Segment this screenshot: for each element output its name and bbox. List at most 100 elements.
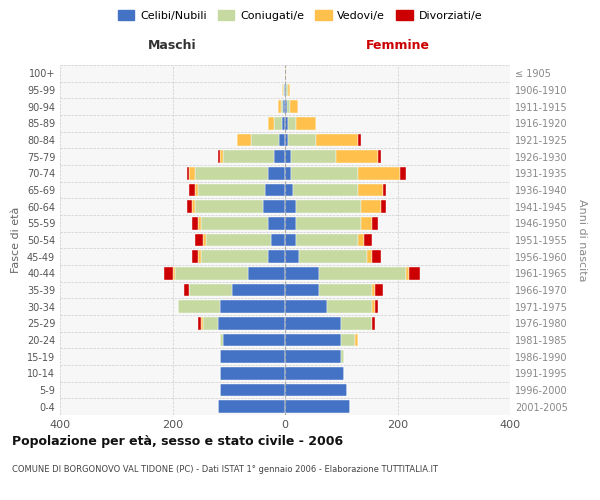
Bar xyxy=(378,150,380,163)
Bar xyxy=(195,200,263,213)
Bar xyxy=(203,234,206,246)
Bar xyxy=(285,284,319,296)
Bar xyxy=(406,267,409,280)
Bar xyxy=(198,250,200,263)
Bar xyxy=(293,184,358,196)
Bar xyxy=(285,184,293,196)
Bar xyxy=(173,267,175,280)
Bar xyxy=(375,284,383,296)
Bar xyxy=(364,234,372,246)
Bar xyxy=(268,167,285,179)
Bar xyxy=(316,134,358,146)
Bar xyxy=(285,384,347,396)
Bar xyxy=(281,84,283,96)
Bar xyxy=(237,134,251,146)
Y-axis label: Fasce di età: Fasce di età xyxy=(11,207,21,273)
Bar xyxy=(361,200,380,213)
Bar xyxy=(296,117,316,130)
Bar xyxy=(192,200,195,213)
Text: Femmine: Femmine xyxy=(365,38,430,52)
Bar xyxy=(282,117,285,130)
Bar xyxy=(220,384,285,396)
Bar xyxy=(220,367,285,380)
Bar xyxy=(263,200,285,213)
Bar xyxy=(200,217,268,230)
Bar xyxy=(409,267,420,280)
Bar xyxy=(290,167,358,179)
Bar xyxy=(280,134,285,146)
Bar xyxy=(164,267,173,280)
Bar xyxy=(355,334,358,346)
Bar xyxy=(372,317,375,330)
Bar xyxy=(296,234,358,246)
Bar xyxy=(372,217,378,230)
Bar xyxy=(184,284,190,296)
Bar xyxy=(248,267,285,280)
Bar xyxy=(285,100,287,113)
Bar xyxy=(383,184,386,196)
Bar xyxy=(195,234,203,246)
Bar xyxy=(285,350,341,363)
Bar xyxy=(190,184,195,196)
Bar xyxy=(218,317,285,330)
Bar xyxy=(274,117,282,130)
Bar xyxy=(274,150,285,163)
Bar xyxy=(400,167,406,179)
Bar xyxy=(380,200,386,213)
Bar xyxy=(285,200,296,213)
Bar xyxy=(285,167,290,179)
Bar xyxy=(341,350,344,363)
Bar xyxy=(287,100,290,113)
Bar xyxy=(218,400,285,413)
Y-axis label: Anni di nascita: Anni di nascita xyxy=(577,198,587,281)
Bar xyxy=(190,284,232,296)
Bar xyxy=(296,200,361,213)
Bar xyxy=(285,150,290,163)
Bar xyxy=(200,250,268,263)
Bar xyxy=(375,300,378,313)
Bar xyxy=(372,250,380,263)
Bar xyxy=(175,267,248,280)
Bar xyxy=(285,84,286,96)
Bar xyxy=(220,300,285,313)
Bar xyxy=(220,334,223,346)
Bar xyxy=(220,150,223,163)
Bar xyxy=(335,150,378,163)
Bar xyxy=(232,284,285,296)
Bar xyxy=(281,100,283,113)
Bar xyxy=(283,84,284,96)
Bar xyxy=(341,334,355,346)
Bar xyxy=(290,150,335,163)
Bar xyxy=(283,100,285,113)
Bar xyxy=(285,367,344,380)
Bar xyxy=(358,134,361,146)
Text: Maschi: Maschi xyxy=(148,38,197,52)
Bar xyxy=(198,217,200,230)
Bar xyxy=(192,217,198,230)
Bar xyxy=(195,167,268,179)
Bar xyxy=(187,167,190,179)
Bar xyxy=(251,134,280,146)
Bar xyxy=(285,334,341,346)
Bar xyxy=(203,317,218,330)
Bar xyxy=(319,284,372,296)
Bar xyxy=(223,334,285,346)
Bar xyxy=(372,300,375,313)
Bar xyxy=(190,167,195,179)
Bar xyxy=(288,134,316,146)
Bar xyxy=(218,150,220,163)
Bar xyxy=(178,300,220,313)
Bar xyxy=(319,267,406,280)
Bar xyxy=(285,117,288,130)
Bar xyxy=(327,300,372,313)
Bar xyxy=(268,117,274,130)
Bar xyxy=(358,234,364,246)
Bar xyxy=(286,84,288,96)
Bar xyxy=(341,317,372,330)
Bar xyxy=(372,284,375,296)
Bar xyxy=(288,117,296,130)
Bar xyxy=(200,317,203,330)
Bar xyxy=(187,200,192,213)
Bar xyxy=(361,217,372,230)
Bar xyxy=(285,267,319,280)
